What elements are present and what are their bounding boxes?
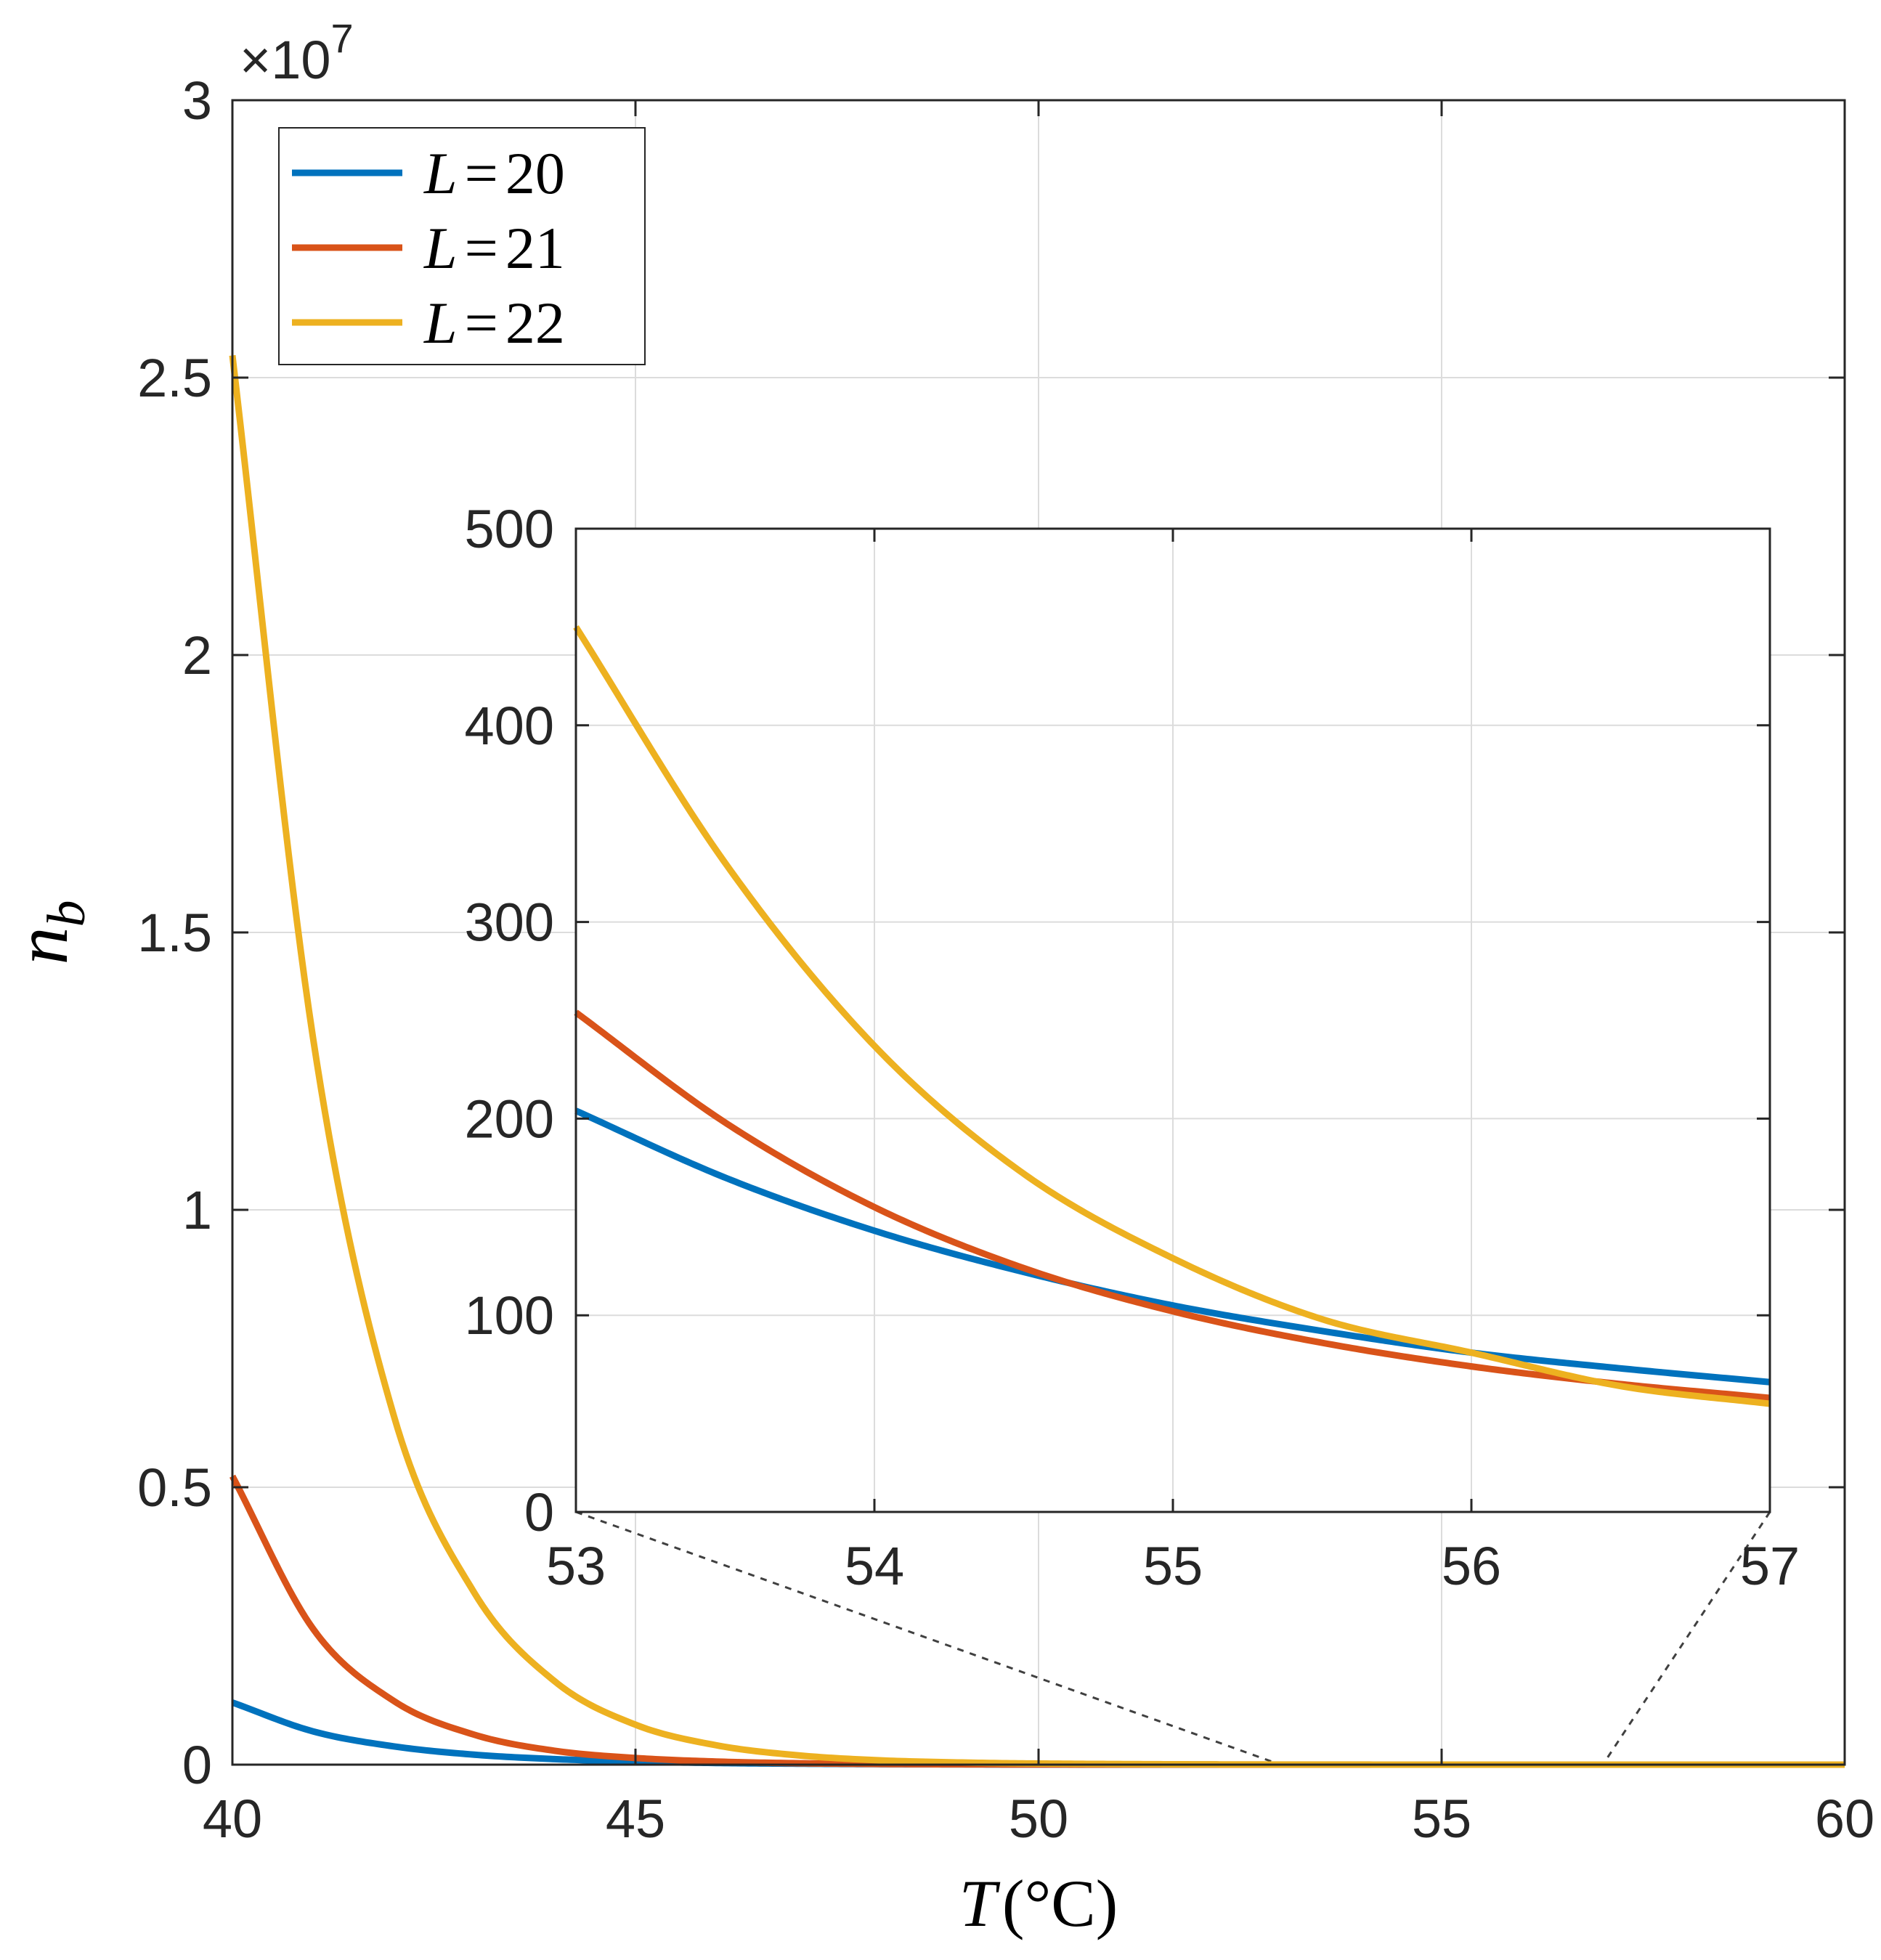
inset-series-line-L-20	[574, 1107, 1771, 1386]
legend-entry-eq: =	[465, 290, 498, 356]
inset-y-tick-label: 300	[465, 892, 554, 953]
main-y-tick-label: 0	[182, 1735, 212, 1795]
main-y-tick-label: 2.5	[137, 348, 212, 408]
main-x-tick-label: 60	[1815, 1789, 1874, 1849]
y-axis-label-base: n	[0, 927, 84, 965]
y-exponent-base: ×10	[240, 30, 331, 90]
inset-y-tick-label: 400	[465, 696, 554, 756]
inset-series-line-L-22	[573, 625, 1771, 1407]
zoom-connector-lines	[575, 1510, 1771, 1766]
main-x-tick-label: 55	[1412, 1789, 1471, 1849]
x-axis-label-unit: (°C)	[1002, 1866, 1118, 1940]
main-x-tick-label: 45	[606, 1789, 665, 1849]
inset-x-tick-label: 56	[1442, 1536, 1501, 1596]
x-axis-label: T(°C)	[959, 1866, 1118, 1940]
y-exponent-label: ×107	[240, 15, 354, 90]
main-axes: 40 45 50 55 60 0 0.5 1 1.5 2 2.5 3 ×107	[137, 15, 1874, 1849]
inset-y-tick-label: 500	[465, 499, 554, 559]
legend-entry-var: L	[423, 215, 458, 281]
legend: L = 20L = 21L = 22	[278, 127, 646, 365]
main-x-tick-label: 40	[203, 1789, 262, 1849]
y-axis-label: nb	[0, 900, 97, 965]
legend-entry-label: L = 21	[423, 215, 565, 281]
axis-labels: T(°C) nb	[0, 900, 1118, 1941]
legend-entry-value: 21	[505, 215, 565, 281]
zoom-line-right	[1601, 1511, 1771, 1765]
y-exponent-power: 7	[331, 15, 354, 61]
main-y-tick-label: 3	[182, 70, 212, 131]
main-y-tick-label: 2	[182, 625, 212, 686]
legend-entry-var: L	[423, 290, 458, 356]
inset-y-tick-label: 0	[524, 1482, 554, 1542]
inset-x-tick-label: 53	[546, 1536, 606, 1596]
legend-entry-value: 20	[505, 140, 565, 206]
inset-y-tick-label: 200	[465, 1089, 554, 1149]
main-y-tick-label: 1	[182, 1180, 212, 1240]
inset-x-tick-label: 57	[1740, 1536, 1800, 1596]
main-y-tick-label: 0.5	[137, 1457, 212, 1518]
legend-entry-eq: =	[465, 215, 498, 281]
y-axis-label-subscript: b	[37, 900, 97, 927]
main-y-tick-label: 1.5	[137, 903, 212, 963]
legend-entry-var: L	[423, 140, 458, 206]
x-axis-label-variable: T	[959, 1866, 1001, 1940]
legend-entry-label: L = 22	[423, 290, 565, 356]
legend-entry-label: L = 20	[423, 140, 565, 206]
main-x-tick-label: 50	[1009, 1789, 1068, 1849]
inset-y-tick-label: 100	[465, 1285, 554, 1346]
inset-x-tick-label: 55	[1143, 1536, 1203, 1596]
inset-x-tick-label: 54	[845, 1536, 904, 1596]
inset-axes-group: 53 54 55 56 57 0 100 200 300 400 500	[465, 499, 1800, 1596]
legend-entry-value: 22	[505, 290, 565, 356]
legend-entry-eq: =	[465, 140, 498, 206]
